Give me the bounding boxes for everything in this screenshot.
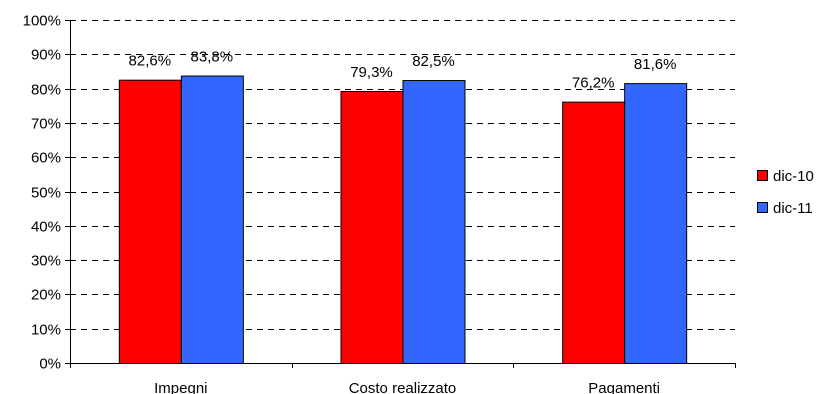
data-label: 81,6%: [634, 56, 677, 73]
data-label: 83,8%: [191, 49, 234, 66]
y-tick-label: 60%: [31, 150, 61, 167]
x-category-label: Pagamenti: [588, 380, 660, 394]
data-label: 79,3%: [350, 64, 393, 81]
data-label: 76,2%: [572, 75, 615, 92]
data-label: 82,6%: [129, 53, 172, 70]
bar-dic-10-impegni: [118, 79, 182, 364]
bar-dic-10-pagamenti: [562, 101, 626, 364]
bar-dic-11-impegni: [180, 75, 244, 364]
legend-label: dic-11: [773, 200, 813, 217]
y-tick-label: 100%: [23, 13, 61, 30]
bar-dic-11-pagamenti: [624, 83, 688, 364]
legend-swatch: [757, 202, 768, 213]
y-tick-label: 20%: [31, 287, 61, 304]
legend-swatch: [757, 170, 768, 181]
y-tick-label: 0%: [39, 356, 61, 373]
bar-dic-11-costo-realizzato: [402, 80, 466, 365]
y-tick-label: 70%: [31, 116, 61, 133]
y-tick-label: 80%: [31, 82, 61, 99]
y-tick-label: 30%: [31, 253, 61, 270]
y-tick-label: 40%: [31, 219, 61, 236]
x-category-label: Costo realizzato: [349, 380, 457, 394]
y-tick-label: 90%: [31, 47, 61, 64]
legend-label: dic-10: [773, 168, 814, 185]
bars: [118, 75, 688, 365]
data-label: 82,5%: [412, 53, 455, 70]
x-category-label: Impegni: [154, 380, 207, 394]
y-tick-label: 10%: [31, 322, 61, 339]
y-tick-label: 50%: [31, 185, 61, 202]
legend: dic-10 dic-11: [757, 168, 814, 217]
bar-dic-10-costo-realizzato: [340, 91, 404, 364]
data-labels: 82,6% 83,8% 79,3% 82,5% 76,2% 81,6%: [129, 49, 677, 92]
